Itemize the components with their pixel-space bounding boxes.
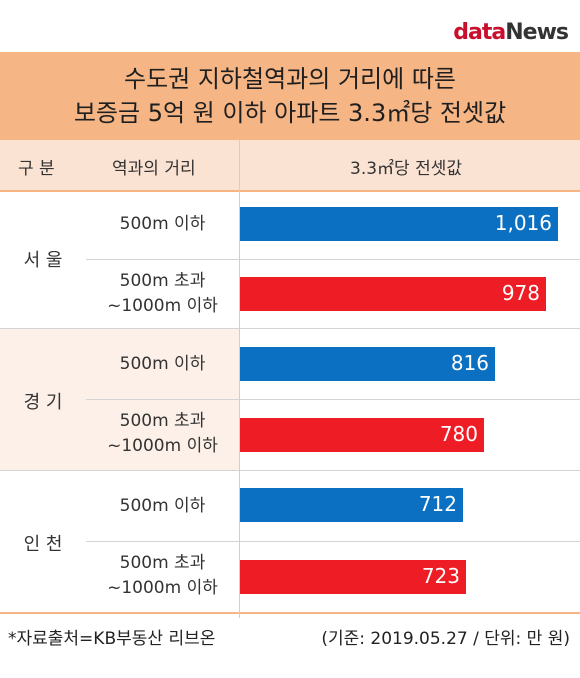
bar-value-label: 723 [421,564,460,588]
source-note: *자료출처=KB부동산 리브온 [8,629,216,649]
bar-value-label: 1,016 [494,211,552,235]
header-distance: 역과의 거리 [112,159,196,179]
distance-label: 500m 이하 [86,352,239,377]
bar-value-label: 780 [439,422,478,446]
distance-label: 500m 이하 [86,494,239,519]
distance-line1: 500m 이하 [119,496,206,516]
group-divider [0,328,580,329]
distance-line1: 500m 이하 [119,214,206,234]
distance-line1: 500m 초과 [119,411,206,431]
distance-line2: ~1000m 이하 [107,296,218,316]
title-line2: 보증금 5억 원 이하 아파트 3.3㎡당 전셋값 [73,99,507,127]
distance-line1: 500m 초과 [119,271,206,291]
group-divider [0,470,580,471]
bar-value-label: 816 [450,351,489,375]
distance-label: 500m 초과 ~1000m 이하 [86,269,239,319]
bar-gyeonggi-far: 780 [240,418,484,452]
group-label-incheon: 인 천 [23,534,63,555]
logo-part1: data [453,20,506,45]
header-group: 구 분 [18,159,55,179]
bar-incheon-near: 712 [240,488,463,522]
row-divider [86,399,580,400]
table-header: 구 분 역과의 거리 3.3㎡당 전셋값 [0,140,580,190]
distance-label: 500m 이하 [86,212,239,237]
bar-seoul-near: 1,016 [240,207,558,241]
distance-line1: 500m 이하 [119,354,206,374]
bar-gyeonggi-near: 816 [240,347,495,381]
column-divider [239,140,240,618]
distance-line1: 500m 초과 [119,553,206,573]
bar-incheon-far: 723 [240,560,466,594]
title-box: 수도권 지하철역과의 거리에 따른 보증금 5억 원 이하 아파트 3.3㎡당 … [0,52,580,140]
distance-label: 500m 초과 ~1000m 이하 [86,409,239,459]
row-divider [86,259,580,260]
logo-part2: News [505,20,569,45]
bar-value-label: 978 [501,281,540,305]
date-unit-note: (기준: 2019.05.27 / 단위: 만 원) [321,629,570,649]
bar-seoul-far: 978 [240,277,546,311]
table-bottom-line [0,612,580,614]
group-label-seoul: 서 울 [23,250,63,271]
datanews-logo: dataNews [453,20,569,45]
bar-value-label: 712 [418,492,457,516]
header-value: 3.3㎡당 전셋값 [350,159,462,179]
title-line1: 수도권 지하철역과의 거리에 따른 [123,65,456,93]
header-bottom-line [0,190,580,192]
row-divider [86,541,580,542]
distance-line2: ~1000m 이하 [107,578,218,598]
group-label-gyeonggi: 경 기 [23,392,63,413]
distance-label: 500m 초과 ~1000m 이하 [86,551,239,601]
distance-line2: ~1000m 이하 [107,436,218,456]
